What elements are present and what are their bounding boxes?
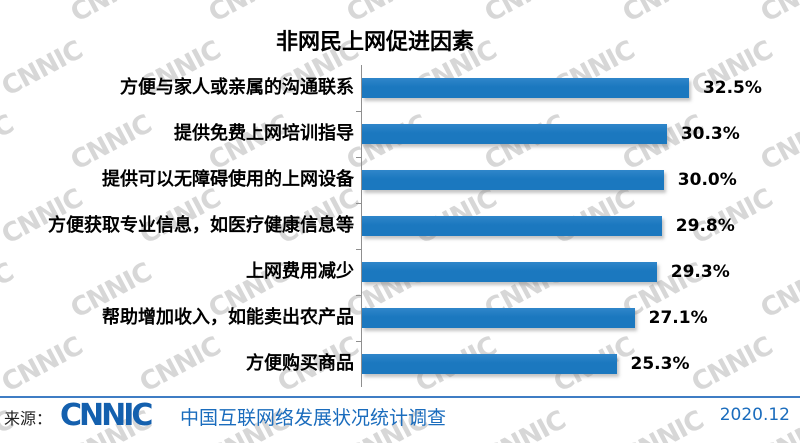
- value-label: 25.3%: [630, 354, 690, 374]
- category-label: 上网费用减少: [246, 261, 354, 282]
- axis-tick: [356, 295, 361, 296]
- report-date: 2020.12: [719, 405, 790, 425]
- value-label: 32.5%: [702, 78, 762, 98]
- bar: [362, 216, 662, 236]
- category-label: 提供可以无障碍使用的上网设备: [102, 169, 354, 190]
- value-label: 29.8%: [675, 216, 735, 236]
- source-name: 中国互联网络发展状况统计调查: [180, 407, 447, 429]
- y-axis-line: [361, 65, 362, 387]
- bar: [362, 262, 657, 282]
- category-label: 方便购买商品: [246, 353, 354, 374]
- axis-tick: [356, 157, 361, 158]
- bar: [362, 170, 664, 190]
- category-label: 提供免费上网培训指导: [174, 123, 354, 144]
- bar-row: 上网费用减少 29.3%: [0, 249, 800, 295]
- category-label: 帮助增加收入，如能卖出农产品: [102, 307, 354, 328]
- source-label: 来源：: [4, 409, 53, 428]
- axis-tick: [356, 111, 361, 112]
- bar-row: 方便与家人或亲属的沟通联系 32.5%: [0, 65, 800, 111]
- bar: [362, 78, 689, 98]
- bar: [362, 124, 667, 144]
- axis-tick: [356, 341, 361, 342]
- footer: 来源： CNNIC 中国互联网络发展状况统计调查 2020.12: [0, 396, 800, 443]
- bar: [362, 308, 635, 328]
- bar-row: 提供免费上网培训指导 30.3%: [0, 111, 800, 157]
- value-label: 30.3%: [680, 124, 740, 144]
- category-label: 方便与家人或亲属的沟通联系: [120, 77, 354, 98]
- footer-divider: [0, 396, 800, 398]
- bar-row: 方便获取专业信息，如医疗健康信息等 29.8%: [0, 203, 800, 249]
- cnnic-logo: CNNIC: [60, 398, 153, 433]
- value-label: 30.0%: [677, 170, 737, 190]
- chart-title: 非网民上网促进因素: [275, 30, 474, 55]
- value-label: 27.1%: [648, 308, 708, 328]
- category-label: 方便获取专业信息，如医疗健康信息等: [48, 215, 354, 236]
- bar: [362, 354, 617, 374]
- axis-tick: [356, 203, 361, 204]
- bar-row: 方便购买商品 25.3%: [0, 341, 800, 387]
- bar-row: 提供可以无障碍使用的上网设备 30.0%: [0, 157, 800, 203]
- axis-tick: [356, 249, 361, 250]
- value-label: 29.3%: [670, 262, 730, 282]
- bar-row: 帮助增加收入，如能卖出农产品 27.1%: [0, 295, 800, 341]
